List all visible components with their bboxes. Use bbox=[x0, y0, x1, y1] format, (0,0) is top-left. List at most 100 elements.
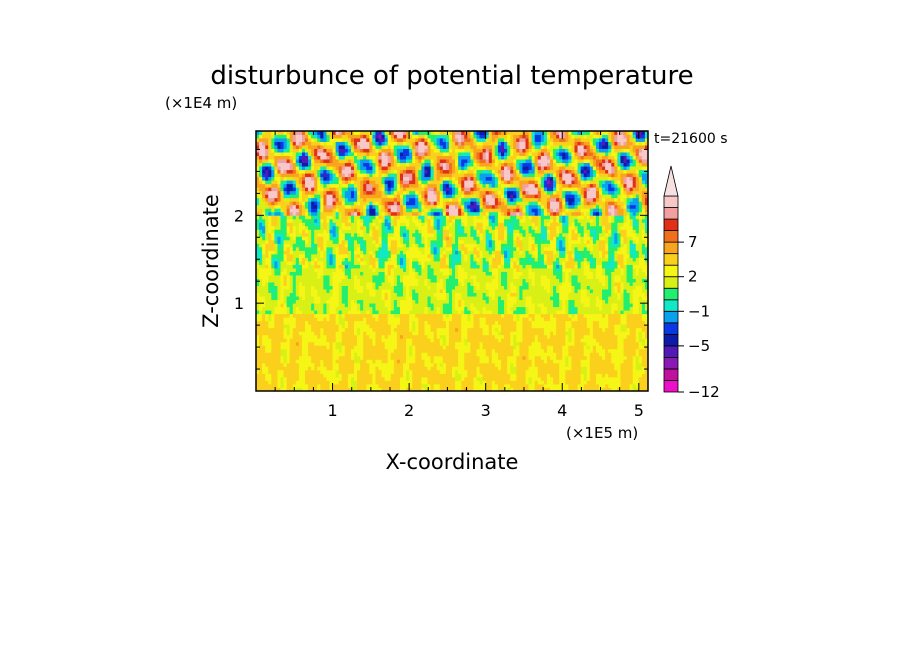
field-cell bbox=[412, 310, 416, 315]
field-cell bbox=[265, 373, 269, 378]
field-cell bbox=[292, 327, 297, 332]
field-cell bbox=[595, 373, 600, 378]
field-cell bbox=[553, 383, 557, 388]
field-cell bbox=[430, 338, 435, 343]
field-cell bbox=[455, 303, 459, 308]
field-cell bbox=[277, 338, 281, 343]
field-cell bbox=[479, 261, 484, 265]
field-cell bbox=[424, 380, 428, 385]
field-cell bbox=[452, 317, 456, 322]
field-cell bbox=[369, 352, 373, 357]
field-cell bbox=[626, 313, 631, 318]
field-cell bbox=[592, 299, 597, 304]
field-cell bbox=[617, 373, 621, 378]
field-cell bbox=[445, 334, 450, 339]
field-cell bbox=[559, 369, 563, 374]
field-cell bbox=[519, 324, 523, 329]
field-cell bbox=[513, 306, 517, 311]
field-cell bbox=[507, 317, 511, 322]
field-cell bbox=[412, 373, 416, 378]
field-cell bbox=[455, 253, 459, 258]
field-cell bbox=[562, 296, 566, 301]
field-cell bbox=[470, 289, 474, 294]
field-cell bbox=[399, 331, 404, 336]
field-cell bbox=[384, 380, 389, 385]
field-cell bbox=[403, 292, 407, 297]
field-cell bbox=[311, 345, 315, 350]
field-cell bbox=[556, 257, 560, 262]
field-cell bbox=[479, 275, 484, 279]
field-cell bbox=[638, 359, 643, 364]
field-cell bbox=[623, 299, 627, 304]
field-cell bbox=[556, 275, 560, 279]
field-cell bbox=[632, 327, 637, 332]
field-cell bbox=[387, 373, 392, 378]
field-cell bbox=[491, 299, 496, 304]
field-cell bbox=[424, 369, 428, 374]
field-cell bbox=[292, 341, 297, 346]
field-cell bbox=[409, 331, 413, 336]
field-cell bbox=[396, 299, 401, 304]
field-cell bbox=[525, 387, 529, 392]
field-cell bbox=[295, 253, 300, 258]
field-cell bbox=[501, 317, 505, 322]
field-cell bbox=[317, 310, 321, 315]
field-cell bbox=[409, 348, 413, 353]
field-cell bbox=[338, 345, 343, 350]
field-cell bbox=[638, 303, 643, 308]
field-cell bbox=[605, 369, 609, 374]
field-cell bbox=[644, 306, 649, 311]
field-cell bbox=[335, 292, 340, 297]
field-cell bbox=[265, 303, 269, 308]
field-cell bbox=[577, 310, 582, 315]
field-cell bbox=[497, 296, 502, 301]
field-cell bbox=[292, 324, 297, 329]
field-cell bbox=[430, 310, 435, 315]
field-cell bbox=[286, 310, 291, 315]
field-cell bbox=[562, 271, 566, 276]
field-cell bbox=[433, 373, 438, 378]
field-cell bbox=[424, 317, 428, 322]
field-cell bbox=[461, 348, 465, 353]
field-cell bbox=[430, 296, 435, 301]
field-cell bbox=[323, 338, 327, 343]
field-cell bbox=[577, 334, 582, 339]
field-cell bbox=[504, 387, 508, 392]
field-cell bbox=[326, 299, 330, 304]
field-cell bbox=[439, 292, 444, 297]
field-cell bbox=[305, 359, 309, 364]
field-cell bbox=[589, 383, 594, 388]
field-cell bbox=[320, 338, 324, 343]
field-cell bbox=[620, 271, 624, 276]
field-cell bbox=[589, 362, 594, 367]
field-cell bbox=[292, 334, 297, 339]
field-cell bbox=[568, 352, 572, 357]
field-cell bbox=[501, 373, 505, 378]
field-cell bbox=[399, 268, 404, 272]
field-cell bbox=[289, 331, 294, 336]
field-cell bbox=[412, 369, 416, 374]
field-cell bbox=[467, 306, 471, 311]
field-cell bbox=[421, 303, 425, 308]
field-cell bbox=[393, 310, 398, 315]
field-cell bbox=[461, 352, 465, 357]
field-cell bbox=[332, 261, 337, 265]
field-cell bbox=[644, 373, 649, 378]
field-cell bbox=[381, 296, 386, 301]
field-cell bbox=[298, 317, 303, 322]
field-cell bbox=[372, 338, 376, 343]
field-cell bbox=[341, 369, 346, 374]
field-cell bbox=[464, 324, 468, 329]
field-cell bbox=[620, 285, 624, 290]
field-cell bbox=[409, 299, 413, 304]
field-cell bbox=[611, 278, 615, 283]
field-cell bbox=[384, 334, 389, 339]
field-cell bbox=[317, 373, 321, 378]
field-cell bbox=[464, 362, 468, 367]
field-cell bbox=[595, 299, 600, 304]
field-cell bbox=[301, 369, 306, 374]
field-cell bbox=[415, 289, 419, 294]
field-cell bbox=[424, 341, 428, 346]
field-cell bbox=[360, 331, 364, 336]
field-cell bbox=[369, 345, 373, 350]
